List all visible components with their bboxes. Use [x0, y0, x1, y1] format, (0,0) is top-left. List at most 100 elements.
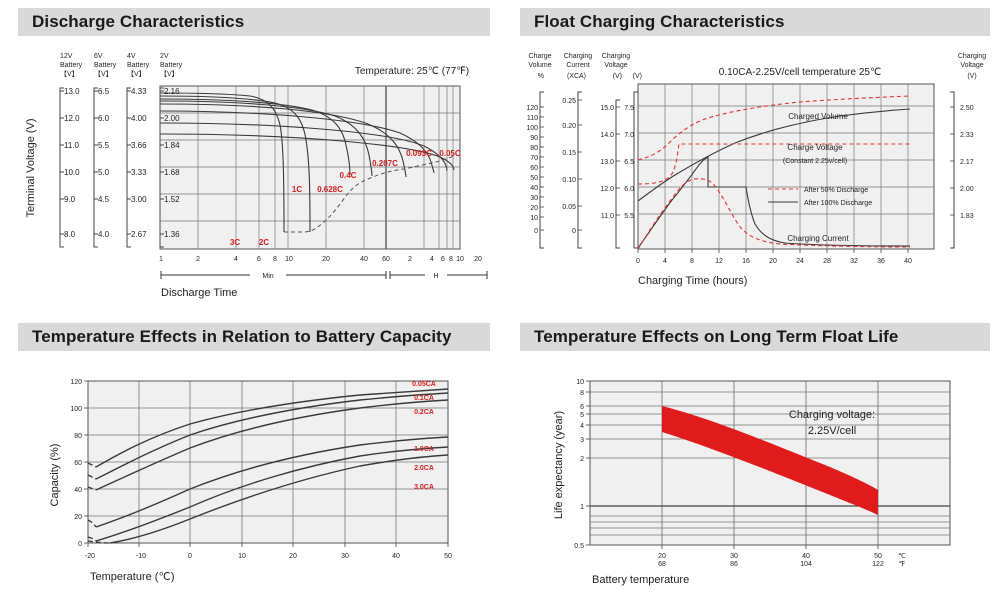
float-vol-70: 70	[530, 155, 538, 162]
float-cv-60: 6.0	[624, 186, 634, 193]
float-right-183: 1.83	[960, 213, 974, 220]
xtick-min-6: 6	[257, 256, 261, 263]
panel-floatlife: Temperature Effects on Long Term Float L…	[510, 315, 1000, 606]
curve-label-005c: 0.05C	[439, 149, 461, 158]
legend-label-after-100: After 100% Discharge	[804, 200, 872, 207]
floatlife-xtick-c-20: 20	[658, 553, 666, 560]
floatlife-ytick-5: 5	[580, 412, 584, 419]
float-scale1-h3: (XCA)	[567, 73, 586, 80]
scale-header-6v-line3: 【V】	[94, 70, 113, 78]
curve-label-3c: 3C	[230, 238, 240, 247]
chart-discharge: 3C 2C 1C 0.628C 0.4C 0.207C 0.093C 0.05C…	[25, 53, 488, 299]
float-xtick-20: 20	[769, 258, 777, 265]
tempcap-label-01ca: 0.1CA	[414, 395, 434, 402]
xtick-min-60: 60	[382, 256, 390, 263]
xtick-h-20: 20	[474, 256, 482, 263]
curve-label-1c: 1C	[292, 185, 302, 194]
float-scale1-h2: Current	[566, 62, 589, 69]
float-scale3-h3: (V)	[633, 73, 642, 80]
float-cur-005: 0.05	[562, 204, 576, 211]
x-tick-labels-tempcap: -20 -10 0 10 20 30 40 50	[85, 553, 452, 560]
tick-6v-0: 6.5	[98, 87, 110, 96]
tempcap-ytick-40: 40	[74, 487, 82, 494]
scale-header-2v-line3: 【V】	[160, 70, 179, 78]
float-xtick-28: 28	[823, 258, 831, 265]
panel-tempcap: Temperature Effects in Relation to Batte…	[0, 315, 500, 606]
panel-discharge: Discharge Characteristics	[0, 0, 500, 310]
tempcap-label-30ca: 3.0CA	[414, 484, 434, 491]
xtick-h-10: 10	[456, 256, 464, 263]
float-xtick-4: 4	[663, 258, 667, 265]
scale-header-2v-line1: 2V	[160, 53, 169, 60]
curves-after-50-discharge	[637, 95, 911, 250]
scale-ticks-discharge	[60, 90, 164, 235]
scale-header-12v-line3: 【V】	[60, 70, 79, 78]
float-vol-110: 110	[527, 115, 538, 122]
tempcap-xtick-30: 30	[341, 553, 349, 560]
float-cv-55: 5.5	[624, 213, 634, 220]
xtick-min-2: 2	[196, 256, 200, 263]
floatlife-ytick-6: 6	[580, 404, 584, 411]
scale-brackets-float	[539, 91, 638, 249]
floatlife-unit-celsius: ℃	[898, 553, 906, 560]
annotation-temperature: Temperature: 25℃ (77℉)	[355, 66, 469, 77]
chart-float: Charged Volume Charge Voltage (Constant …	[526, 53, 987, 287]
scale-header-12v-line1: 12V	[60, 53, 73, 60]
endpoint-locus-discharge	[284, 155, 456, 233]
xtick-min-20: 20	[322, 256, 330, 263]
curve-label-04c: 0.4C	[340, 171, 357, 180]
xtick-min-8: 8	[273, 256, 277, 263]
x-tickmarks-float	[637, 249, 909, 253]
scale-brackets-discharge	[59, 87, 164, 248]
tick-4v-3: 3.33	[131, 168, 147, 177]
plot-area-float	[637, 83, 935, 250]
panel-title-floatlife: Temperature Effects on Long Term Float L…	[534, 327, 899, 346]
curve-label-charged-volume: Charged Volume	[788, 112, 848, 121]
tempcap-label-005ca: 0.05CA	[412, 381, 436, 388]
float-right-217: 2.17	[960, 159, 974, 166]
tick-4v-2: 3.66	[131, 141, 147, 150]
float-ticks-current: 0.25 0.20 0.15 0.10 0.05 0	[562, 98, 576, 235]
floatlife-ytick-4: 4	[580, 423, 584, 430]
floatlife-xtick-c-30: 30	[730, 553, 738, 560]
float-tickmarks-volume	[540, 106, 544, 231]
chart-floatlife: Charging voltage: 2.25V/cell 10 8 6 5 4 …	[553, 379, 951, 586]
panel-header-float: Float Charging Characteristics	[520, 8, 990, 36]
x-axis-label-discharge: Discharge Time	[161, 287, 237, 299]
x-tick-labels-float: 0 4 8 12 16 20 24 28 32 36 40	[636, 258, 912, 265]
tempcap-label-20ca: 2.0CA	[414, 465, 434, 472]
tempcap-xtick-40: 40	[392, 553, 400, 560]
float-xtick-32: 32	[850, 258, 858, 265]
float-ticks-voltage: 15.0 14.0 13.0 12.0 11.0	[600, 105, 614, 220]
float-xtick-0: 0	[636, 258, 640, 265]
floatlife-ytick-1: 1	[580, 504, 584, 511]
axis-span-label-h: H	[433, 273, 438, 280]
panel-title-discharge: Discharge Characteristics	[32, 12, 245, 31]
xtick-min-40: 40	[360, 256, 368, 263]
tick-12v-2: 11.0	[64, 141, 80, 150]
float-volt-110: 11.0	[601, 213, 614, 220]
tick-4v-1: 4.00	[131, 114, 147, 123]
floatlife-ytick-05: 0.5	[574, 543, 584, 550]
xtick-h-8: 8	[449, 256, 453, 263]
float-volt-150: 15.0	[600, 105, 614, 112]
right-axis-ticks-float	[950, 106, 954, 216]
float-ticks-cellvolt: 7.5 7.0 6.5 6.0 5.5	[624, 105, 634, 220]
float-right-h2: Voltage	[960, 62, 983, 69]
curve-label-2c: 2C	[259, 238, 269, 247]
floatlife-xtick-c-50: 50	[874, 553, 882, 560]
float-vol-120: 120	[526, 105, 538, 112]
floatlife-xtick-c-40: 40	[802, 553, 810, 560]
life-expectancy-band	[662, 406, 878, 515]
right-axis-labels-float: Charging Voltage (V) 2.50 2.33 2.17 2.00…	[958, 53, 987, 220]
tick-2v-3: 1.68	[164, 168, 180, 177]
legend-label-after-50: After 50% Discharge	[804, 187, 868, 194]
float-xtick-36: 36	[877, 258, 885, 265]
y-axis-label-discharge: Terminal Voltage (V)	[25, 118, 37, 217]
curve-label-0093c: 0.093C	[406, 149, 432, 158]
tick-12v-3: 10.0	[64, 168, 80, 177]
xtick-h-4: 4	[430, 256, 434, 263]
float-vol-30: 30	[530, 195, 538, 202]
tick-12v-1: 12.0	[64, 114, 80, 123]
